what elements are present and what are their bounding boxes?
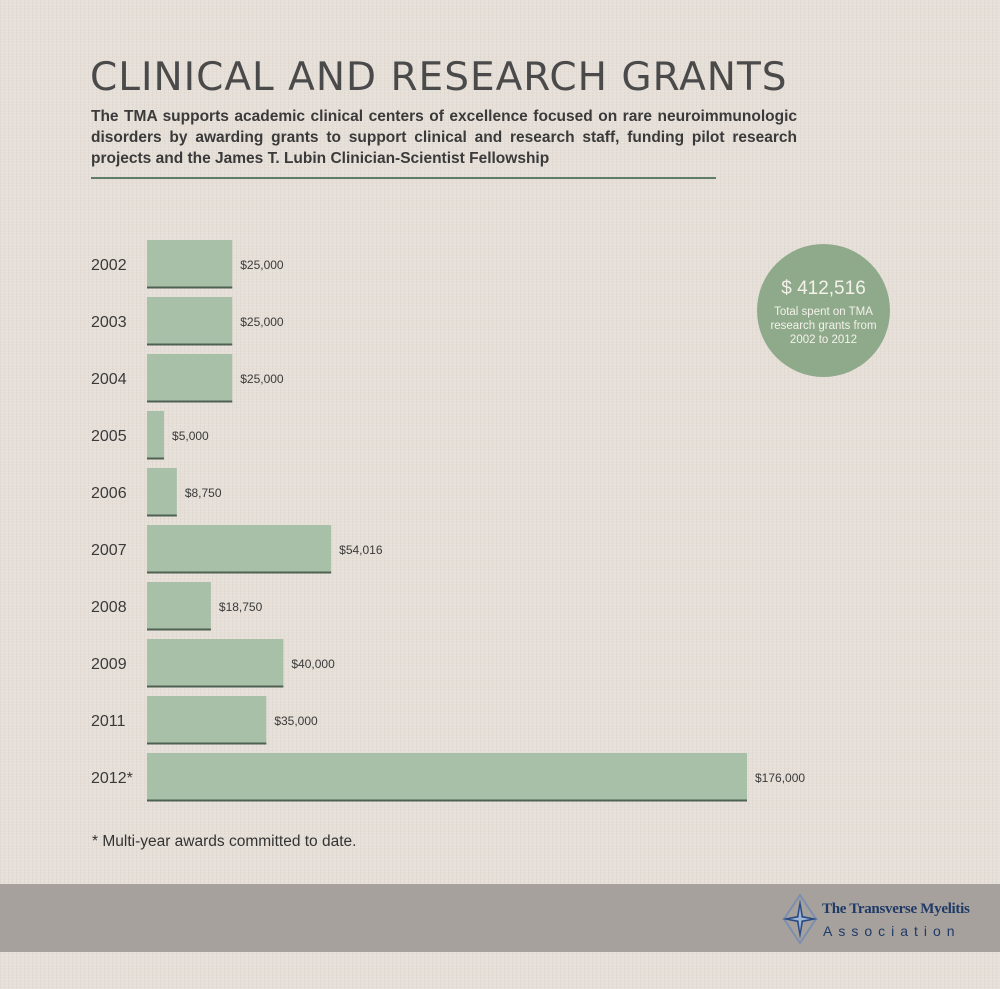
year-label: 2003: [91, 314, 127, 331]
total-summary-bubble: $ 412,516 Total spent on TMA research gr…: [757, 244, 890, 377]
total-amount: $ 412,516: [781, 278, 866, 299]
year-label: 2011: [91, 713, 126, 730]
grant-bar: [147, 468, 177, 516]
grant-bar: [147, 525, 332, 573]
year-label: 2009: [91, 656, 127, 673]
grant-value-label: $35,000: [274, 714, 318, 728]
grant-value-label: $25,000: [240, 258, 284, 272]
grant-value-label: $176,000: [755, 771, 805, 785]
grant-bar: [147, 753, 747, 801]
page-title: CLINICAL AND RESEARCH GRANTS: [90, 55, 788, 100]
grant-value-label: $25,000: [240, 315, 284, 329]
year-label: 2006: [91, 485, 127, 502]
organization-logo: The Transverse Myelitis Association: [780, 893, 980, 945]
grant-bar: [147, 240, 233, 288]
logo-name: The Transverse Myelitis: [822, 901, 970, 917]
year-label: 2002: [91, 257, 127, 274]
grant-bar: [147, 411, 165, 459]
year-label: 2007: [91, 542, 127, 559]
grant-bar: [147, 297, 233, 345]
total-description: Total spent on TMA research grants from …: [770, 306, 877, 346]
footnote: * Multi-year awards committed to date.: [92, 833, 357, 850]
grant-bar: [147, 696, 267, 744]
footer-band: [0, 884, 1000, 952]
year-label: 2012*: [91, 770, 133, 787]
grant-bar: [147, 354, 233, 402]
title-divider: [91, 177, 716, 179]
year-label: 2005: [91, 428, 127, 445]
grant-value-label: $18,750: [219, 600, 263, 614]
grant-value-label: $40,000: [291, 657, 335, 671]
page-subtitle: The TMA supports academic clinical cente…: [91, 108, 797, 167]
grant-value-label: $8,750: [185, 486, 222, 500]
grant-value-label: $5,000: [172, 429, 209, 443]
grant-bar: [147, 639, 284, 687]
logo-association: Association: [823, 923, 961, 939]
compass-star-icon: [782, 893, 818, 945]
grant-bar: [147, 582, 211, 630]
year-label: 2004: [91, 371, 127, 388]
grant-value-label: $25,000: [240, 372, 284, 386]
year-label: 2008: [91, 599, 127, 616]
grant-value-label: $54,016: [339, 543, 383, 557]
